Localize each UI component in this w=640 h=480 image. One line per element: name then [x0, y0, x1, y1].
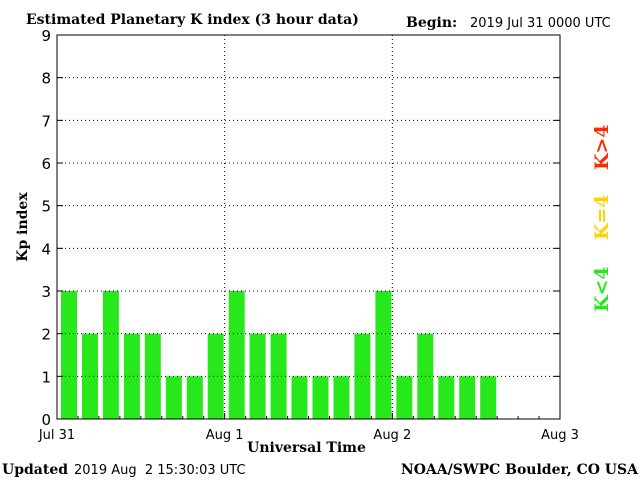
kp-bar: [375, 291, 392, 419]
kp-bar: [207, 333, 224, 419]
x-tick-label: Aug 1: [206, 428, 244, 443]
header: Estimated Planetary K index (3 hour data…: [26, 12, 611, 31]
kp-bar: [144, 333, 161, 419]
kp-bar: [165, 376, 182, 419]
y-tick-label: 1: [41, 368, 51, 386]
y-tick-label: 5: [41, 198, 51, 216]
kp-bar: [438, 376, 455, 419]
updated-label: Updated: [2, 462, 68, 478]
footer: Updated 2019 Aug 2 15:30:03 UTC NOAA/SWP…: [2, 462, 639, 478]
kp-bar: [61, 291, 77, 419]
x-tick-label: Jul 31: [38, 428, 75, 443]
plot-area: 0 1 2 3 4 5 6 7 8 9 Jul 31 Aug 1 Aug 2 Aug 3 Universal…: [15, 27, 579, 456]
kp-bar: [354, 333, 371, 419]
kp-bar: [291, 376, 308, 419]
plot-frame: [56, 34, 561, 420]
x-tick-label: Aug 3: [541, 428, 579, 443]
kp-bar: [333, 376, 350, 419]
source-credit: NOAA/SWPC Boulder, CO USA: [401, 462, 639, 478]
kp-bar: [228, 291, 245, 419]
y-tick-label: 0: [41, 411, 51, 429]
begin-value: 2019 Jul 31 0000 UTC: [470, 16, 611, 31]
x-tick-label: Aug 2: [373, 428, 411, 443]
legend-high: K>4: [591, 124, 613, 170]
kp-bar: [102, 291, 119, 419]
kp-bar: [186, 376, 203, 419]
kp-bar: [270, 333, 287, 419]
y-tick-label: 6: [41, 155, 51, 173]
kp-bar: [123, 333, 140, 419]
kp-bar: [312, 376, 329, 419]
y-tick-label: 4: [41, 240, 51, 258]
y-tick-label: 3: [41, 283, 51, 301]
legend-mid: K=4: [591, 194, 613, 240]
y-tick-label: 8: [41, 70, 51, 88]
y-tick-label: 7: [41, 112, 51, 130]
legend: K>4 K=4 K<4: [591, 124, 613, 312]
updated-value: 2019 Aug 2 15:30:03 UTC: [74, 463, 246, 478]
legend-low: K<4: [591, 266, 613, 312]
chart-title: Estimated Planetary K index (3 hour data…: [26, 12, 359, 28]
y-axis-title: Kp index: [15, 192, 31, 262]
begin-label: Begin:: [406, 15, 457, 31]
kp-bar: [459, 376, 476, 419]
x-axis-title: Universal Time: [247, 440, 366, 456]
y-tick-label: 2: [41, 326, 51, 344]
y-tick-label: 9: [41, 27, 51, 45]
kp-bar: [480, 376, 497, 419]
kp-bar: [396, 376, 413, 419]
